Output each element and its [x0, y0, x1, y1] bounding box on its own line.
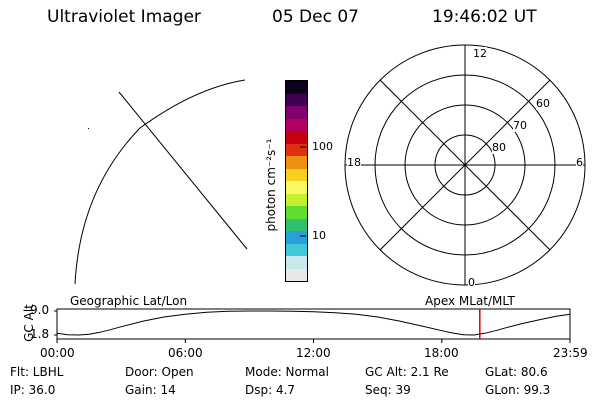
- date-label: 05 Dec 07: [272, 7, 359, 27]
- colorbar-segment: [286, 131, 307, 144]
- ytick-label-9: 9.0: [30, 303, 50, 317]
- limb-arc: [74, 79, 246, 285]
- lat-label-60: 60: [536, 97, 550, 110]
- colorbar-tick-10: 10: [312, 229, 326, 242]
- xtick-label-0: 00:00: [40, 346, 75, 360]
- chart-frame: [56, 308, 571, 340]
- xtick-label-4: 23:59: [553, 346, 588, 360]
- colorbar-segment: [286, 206, 307, 219]
- info-filter: Flt: LBHL: [10, 365, 64, 379]
- colorbar: [285, 80, 308, 282]
- altitude-series-line: [56, 310, 571, 336]
- polar-diagonal-2: [379, 79, 551, 251]
- colorbar-segment: [286, 243, 307, 256]
- colorbar-segment: [286, 256, 307, 269]
- info-glat: GLat: 80.6: [485, 365, 548, 379]
- colorbar-tick-100: 100: [312, 140, 333, 153]
- xtick-label-1: 06:00: [168, 346, 203, 360]
- xtick-label-2: 12:00: [296, 346, 331, 360]
- meridian-line: [118, 91, 248, 250]
- mlt-label-18: 18: [347, 156, 361, 169]
- colorbar-segment: [286, 156, 307, 169]
- geo-panel-label: Geographic Lat/Lon: [70, 294, 188, 308]
- lat-label-70: 70: [513, 119, 527, 132]
- info-door: Door: Open: [125, 365, 194, 379]
- map-dot: [88, 128, 89, 129]
- colorbar-segment: [286, 118, 307, 131]
- xtick-label-3: 18:00: [424, 346, 459, 360]
- info-gain: Gain: 14: [125, 383, 176, 397]
- info-dsp: Dsp: 4.7: [245, 383, 296, 397]
- colorbar-segment: [286, 218, 307, 231]
- ytick-label-1.8: 1.8: [30, 327, 50, 341]
- colorbar-segment: [286, 168, 307, 181]
- time-label: 19:46:02 UT: [432, 7, 537, 27]
- colorbar-segment: [286, 81, 307, 94]
- instrument-title: Ultraviolet Imager: [47, 7, 201, 27]
- info-ip: IP: 36.0: [10, 383, 56, 397]
- mlt-label-6: 6: [576, 156, 583, 169]
- colorbar-segment: [286, 181, 307, 194]
- colorbar-segment: [286, 193, 307, 206]
- info-seq: Seq: 39: [365, 383, 411, 397]
- colorbar-segment: [286, 106, 307, 119]
- polar-panel-label: Apex MLat/MLT: [425, 294, 515, 308]
- colorbar-segment: [286, 231, 307, 244]
- mlt-label-12: 12: [473, 47, 487, 60]
- lat-label-80: 80: [492, 141, 506, 154]
- info-gc-alt: GC Alt: 2.1 Re: [365, 365, 449, 379]
- info-mode: Mode: Normal: [245, 365, 329, 379]
- colorbar-segment: [286, 268, 307, 281]
- info-glon: GLon: 99.3: [485, 383, 551, 397]
- mlt-label-0: 0: [468, 276, 475, 289]
- colorbar-segment: [286, 93, 307, 106]
